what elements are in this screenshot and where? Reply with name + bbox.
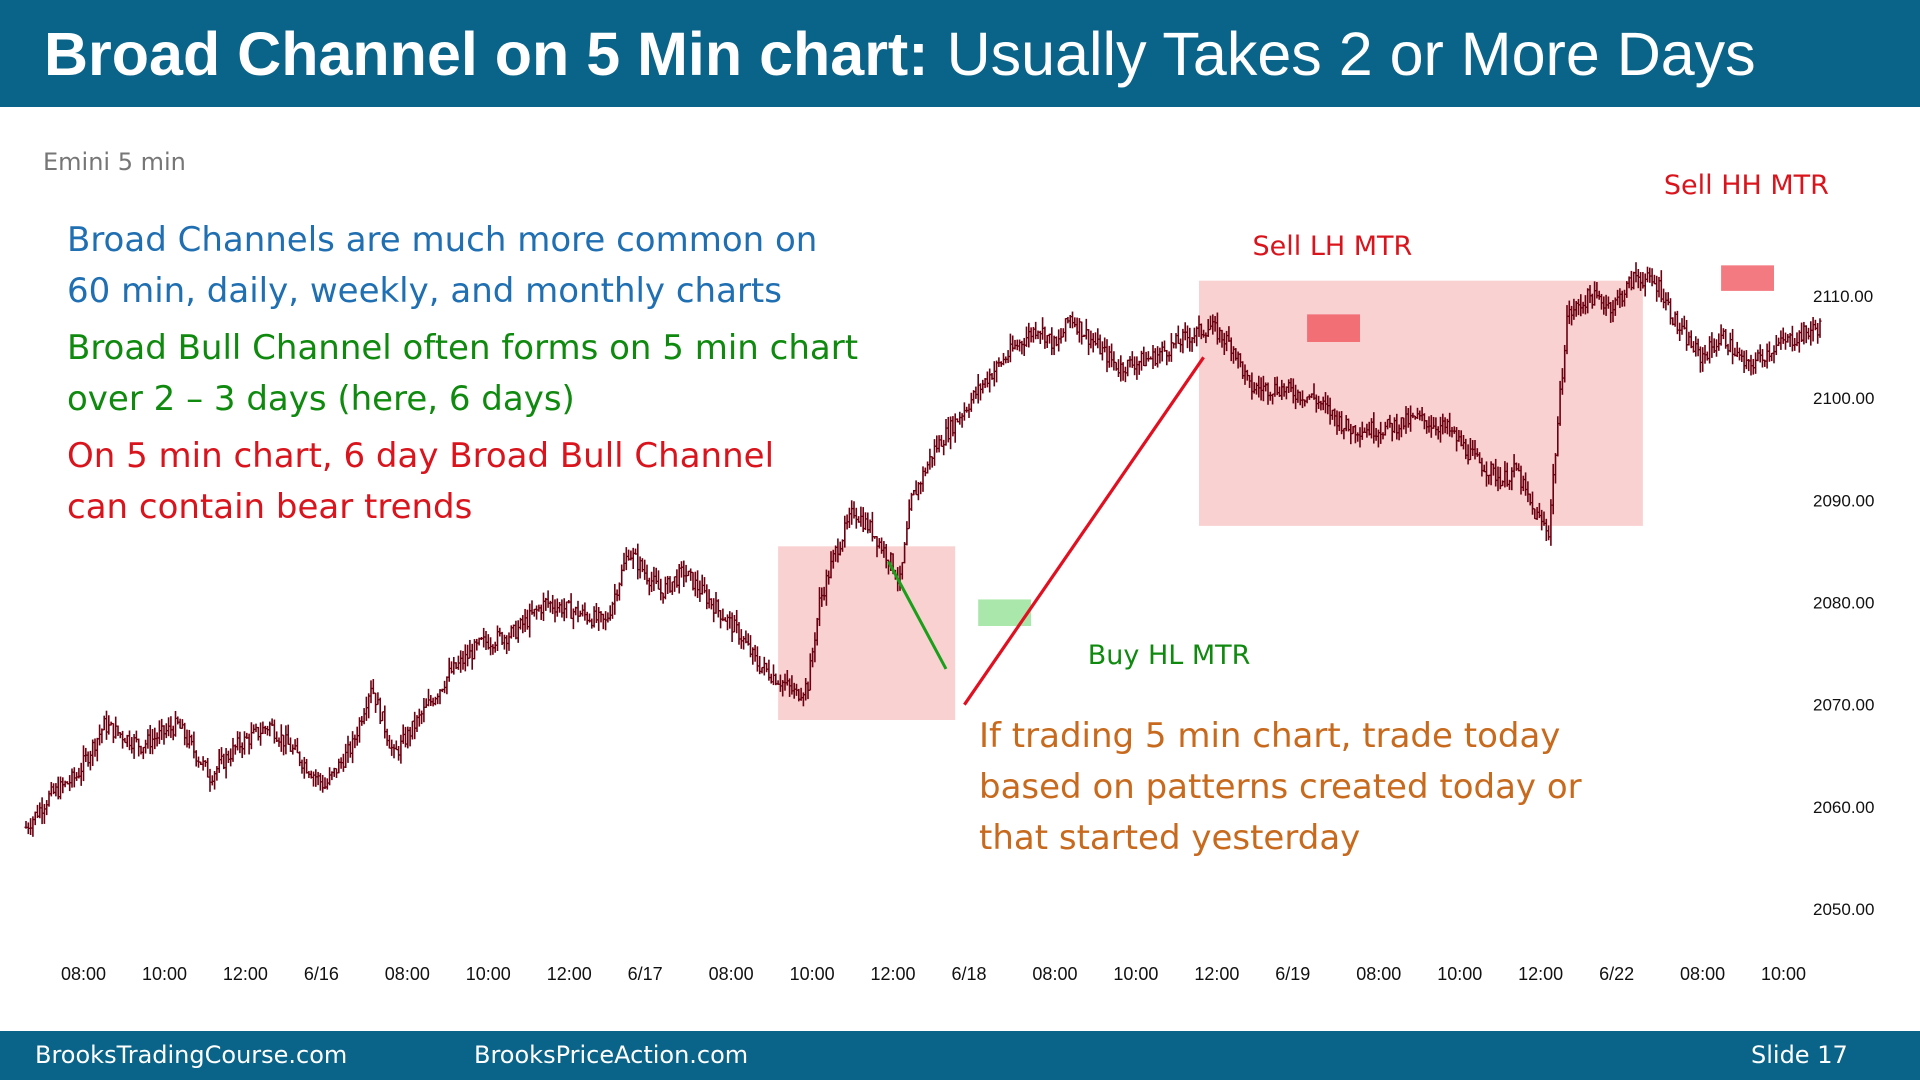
sell-lh-zone: [1307, 314, 1360, 342]
bars-layer: [24, 262, 1822, 837]
price-chart: 2050.00 2060.00 2070.00 2080.00 2090.00 2100.…: [24, 170, 1874, 984]
y-tick-label: 2060.00: [1813, 798, 1874, 817]
x-tick-label: 10:00: [1761, 964, 1806, 984]
footer-site-brookspriceaction[interactable]: BrooksPriceAction.com: [474, 1041, 749, 1069]
x-tick-label: 08:00: [1032, 964, 1077, 984]
x-tick-label: 12:00: [1518, 964, 1563, 984]
y-tick-label: 2050.00: [1813, 900, 1874, 919]
y-tick-label: 2110.00: [1813, 287, 1873, 306]
footer-site-brookstradingcourse[interactable]: BrooksTradingCourse.com: [35, 1041, 348, 1069]
trendlines-layer: [887, 356, 1205, 706]
note-broad-channels-common: Broad Channels are much more common on 6…: [67, 215, 817, 317]
y-tick-label: 2090.00: [1813, 491, 1874, 510]
x-tick-label: 10:00: [142, 964, 187, 984]
note-line: 60 min, daily, weekly, and monthly chart…: [67, 271, 782, 311]
chart-instrument-label: Emini 5 min: [43, 148, 186, 176]
trading-range-box: [1199, 280, 1643, 526]
note-line: Broad Channels are much more common on: [67, 220, 818, 260]
x-tick-label: 08:00: [385, 964, 430, 984]
x-tick-label: 12:00: [871, 964, 916, 984]
note-line: that started yesterday: [979, 818, 1361, 858]
slide-title-rest: Usually Takes 2 or More Days: [946, 19, 1756, 88]
x-axis: 08:00 10:00 12:00 6/16 08:00 10:00 12:00 6/17 08…: [61, 964, 1806, 984]
note-line: based on patterns created today or: [979, 767, 1582, 807]
x-tick-label: 12:00: [223, 964, 268, 984]
y-tick-label: 2100.00: [1813, 389, 1874, 408]
chart-annotation: Buy HL MTR: [1088, 640, 1251, 671]
x-tick-label: 6/17: [628, 964, 663, 984]
note-broad-bull-channel: Broad Bull Channel often forms on 5 min …: [67, 323, 858, 425]
x-tick-label: 6/18: [951, 964, 986, 984]
bear-trendline: [887, 560, 948, 670]
x-tick-label: 6/19: [1275, 964, 1310, 984]
y-tick-label: 2070.00: [1813, 696, 1874, 715]
x-tick-label: 6/16: [304, 964, 339, 984]
x-tick-label: 6/22: [1599, 964, 1634, 984]
y-tick-label: 2080.00: [1813, 594, 1874, 613]
chart-annotation: Sell HH MTR: [1664, 170, 1829, 201]
note-line: Broad Bull Channel often forms on 5 min …: [67, 328, 859, 368]
y-axis: 2050.00 2060.00 2070.00 2080.00 2090.00 2100.…: [1813, 287, 1874, 919]
note-bear-trends: On 5 min chart, 6 day Broad Bull Channel…: [67, 431, 774, 533]
annotations-layer: Buy HL MTR Sell LH MTR Sell HH MTR: [1088, 170, 1829, 671]
trading-range-box: [778, 546, 956, 720]
bull-trendline: [963, 356, 1205, 706]
slide-number: Slide 17: [1751, 1041, 1848, 1069]
sell-hh-zone: [1721, 265, 1774, 291]
x-tick-label: 10:00: [466, 964, 511, 984]
note-line: On 5 min chart, 6 day Broad Bull Channel: [67, 436, 775, 476]
zones-layer: [778, 265, 1774, 720]
note-line: can contain bear trends: [67, 487, 473, 527]
slide-title-bold: Broad Channel on 5 Min chart:: [44, 19, 929, 88]
chart-annotation: Sell LH MTR: [1252, 231, 1412, 262]
x-tick-label: 10:00: [1437, 964, 1482, 984]
x-tick-label: 08:00: [1356, 964, 1401, 984]
x-tick-label: 12:00: [547, 964, 592, 984]
x-tick-label: 12:00: [1194, 964, 1239, 984]
note-line: over 2 – 3 days (here, 6 days): [67, 379, 575, 419]
slide-title-bar: Broad Channel on 5 Min chart: Usually Ta…: [0, 0, 1920, 107]
x-tick-label: 10:00: [790, 964, 835, 984]
note-trading-advice: If trading 5 min chart, trade today base…: [979, 711, 1582, 864]
x-tick-label: 08:00: [709, 964, 754, 984]
x-tick-label: 10:00: [1113, 964, 1158, 984]
slide-footer: BrooksTradingCourse.com BrooksPriceActio…: [0, 1031, 1920, 1080]
x-tick-label: 08:00: [1680, 964, 1725, 984]
x-tick-label: 08:00: [61, 964, 106, 984]
note-line: If trading 5 min chart, trade today: [979, 716, 1561, 756]
